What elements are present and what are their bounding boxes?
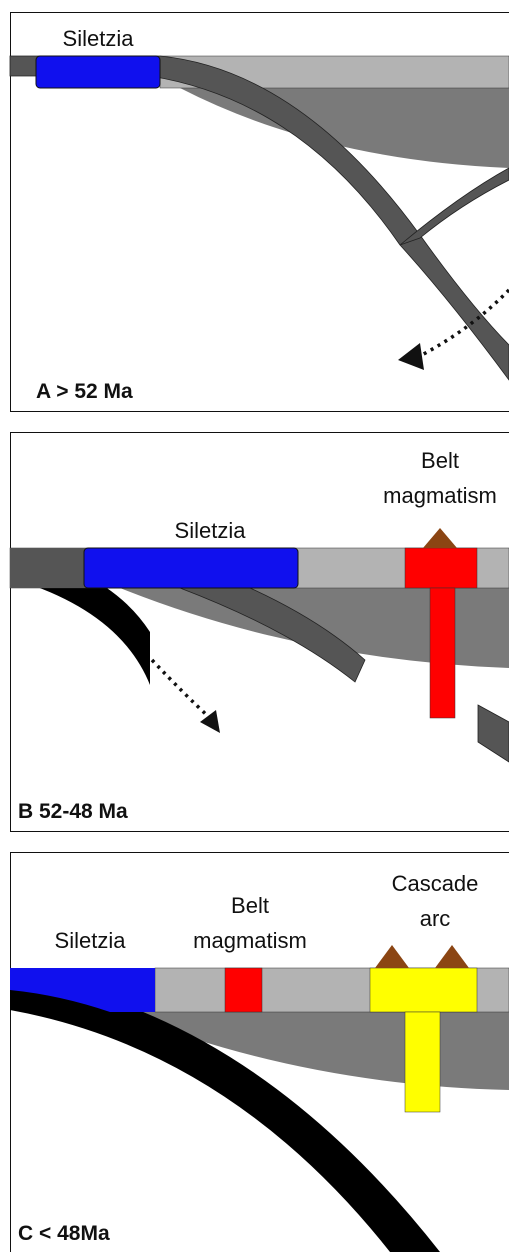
arrow	[417, 288, 509, 359]
block-label: Belt	[421, 448, 459, 473]
block-label: Belt	[231, 893, 269, 918]
block-label: Siletzia	[63, 26, 135, 51]
block-label: magmatism	[383, 483, 497, 508]
volcano	[375, 945, 409, 968]
siletzia-block	[10, 968, 155, 1012]
slab-branch	[399, 167, 509, 246]
slab-piece	[477, 704, 509, 763]
block-label: Siletzia	[175, 518, 247, 543]
block-label: Siletzia	[55, 928, 127, 953]
volcano	[435, 945, 469, 968]
arrow-head	[200, 710, 220, 733]
arrow	[150, 658, 212, 720]
belt-block	[224, 967, 263, 1013]
volcano	[423, 528, 457, 548]
siletzia-block	[83, 547, 299, 589]
siletzia-block	[35, 55, 161, 89]
panel-label: A > 52 Ma	[36, 380, 133, 403]
belt-block	[404, 547, 478, 589]
arc-stem	[404, 1011, 441, 1113]
belt-stem	[429, 587, 456, 719]
arc-block	[369, 967, 478, 1013]
plate-dark	[10, 548, 90, 588]
slab-piece	[179, 587, 366, 683]
block-label: arc	[420, 906, 451, 931]
panel-label: B 52-48 Ma	[18, 800, 128, 823]
panel-c: Cascade arc Belt magmatism Siletzia C < …	[10, 852, 509, 1252]
panel-label: C < 48Ma	[18, 1222, 110, 1245]
panel-b: Belt magmatism Siletzia B 52-48 Ma	[9, 432, 509, 832]
block-label: magmatism	[193, 928, 307, 953]
panel-a: Siletzia A > 52 Ma	[9, 12, 509, 412]
block-label: Cascade	[392, 871, 479, 896]
slab	[10, 975, 440, 1252]
arrow-head	[398, 343, 424, 370]
